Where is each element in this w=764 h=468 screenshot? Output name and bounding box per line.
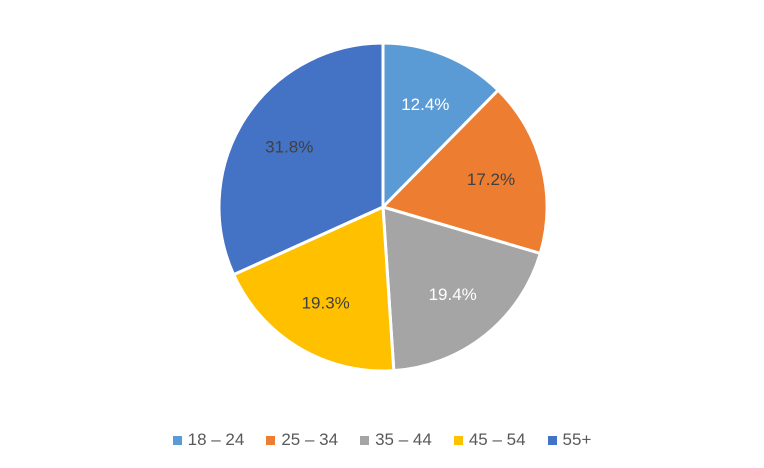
legend-swatch-icon bbox=[453, 435, 463, 445]
pie-slice-55+[interactable] bbox=[217, 41, 385, 277]
data-label: 12.4% bbox=[401, 95, 449, 114]
legend-item-45-54[interactable]: 45 – 54 bbox=[453, 430, 526, 450]
legend-label: 25 – 34 bbox=[281, 430, 339, 449]
legend-label: 55+ bbox=[562, 430, 592, 449]
legend-swatch-icon bbox=[172, 435, 182, 445]
data-label: 19.3% bbox=[302, 294, 350, 313]
pie-slice-45-54[interactable] bbox=[231, 204, 396, 373]
legend-swatch-icon bbox=[266, 435, 276, 445]
legend-item-18-24[interactable]: 18 – 24 bbox=[172, 430, 245, 450]
legend-label: 35 – 44 bbox=[375, 430, 432, 449]
legend-item-25-34[interactable]: 25 – 34 bbox=[266, 430, 338, 450]
pie-slice-25-34[interactable] bbox=[380, 88, 549, 256]
pie-data-labels: 12.4% 17.2% 19.4% 19.3% 31.8% bbox=[265, 95, 515, 313]
data-label: 19.4% bbox=[429, 285, 477, 304]
legend-item-55-plus[interactable]: 55+ bbox=[547, 430, 592, 450]
pie-slice-18-24[interactable] bbox=[381, 41, 501, 211]
pie-slice-35-44[interactable] bbox=[381, 204, 543, 373]
legend-swatch-icon bbox=[547, 435, 557, 445]
legend-label: 45 – 54 bbox=[468, 430, 526, 449]
pie-slices bbox=[217, 41, 549, 373]
legend-item-35-44[interactable]: 35 – 44 bbox=[360, 430, 432, 450]
legend-label: 18 – 24 bbox=[187, 430, 245, 449]
data-label: 17.2% bbox=[467, 170, 515, 189]
chart-legend: 18 – 24 25 – 34 35 – 44 45 – 54 55+ bbox=[0, 430, 764, 450]
data-label: 31.8% bbox=[265, 138, 313, 157]
legend-swatch-icon bbox=[360, 435, 370, 445]
